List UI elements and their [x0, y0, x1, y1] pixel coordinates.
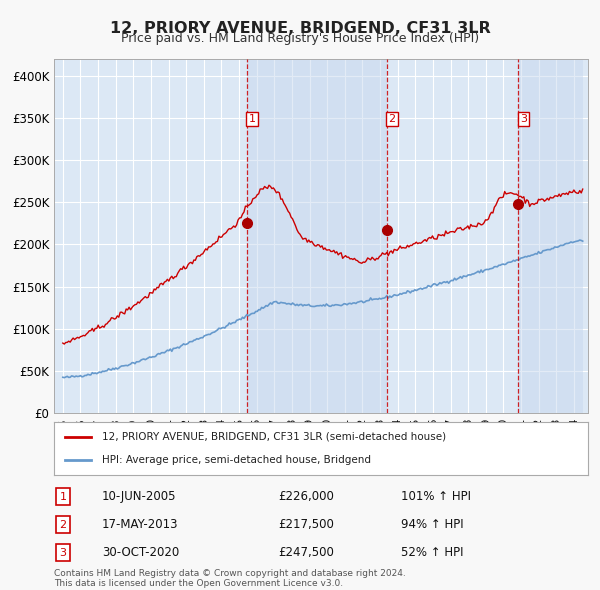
Bar — [518, 59, 583, 413]
Text: Price paid vs. HM Land Registry's House Price Index (HPI): Price paid vs. HM Land Registry's House … — [121, 32, 479, 45]
Text: 10-JUN-2005: 10-JUN-2005 — [102, 490, 176, 503]
Text: This data is licensed under the Open Government Licence v3.0.: This data is licensed under the Open Gov… — [54, 579, 343, 588]
Text: 2: 2 — [388, 114, 395, 124]
Text: £226,000: £226,000 — [278, 490, 334, 503]
Text: £247,500: £247,500 — [278, 546, 334, 559]
Text: 12, PRIORY AVENUE, BRIDGEND, CF31 3LR (semi-detached house): 12, PRIORY AVENUE, BRIDGEND, CF31 3LR (s… — [102, 432, 446, 442]
Text: 1: 1 — [59, 492, 67, 502]
Text: £217,500: £217,500 — [278, 518, 334, 531]
Text: 17-MAY-2013: 17-MAY-2013 — [102, 518, 179, 531]
Text: 2: 2 — [59, 520, 67, 530]
Text: 30-OCT-2020: 30-OCT-2020 — [102, 546, 179, 559]
Bar — [247, 59, 386, 413]
Text: 94% ↑ HPI: 94% ↑ HPI — [401, 518, 464, 531]
Text: 12, PRIORY AVENUE, BRIDGEND, CF31 3LR: 12, PRIORY AVENUE, BRIDGEND, CF31 3LR — [110, 21, 490, 35]
Text: 101% ↑ HPI: 101% ↑ HPI — [401, 490, 471, 503]
Text: 3: 3 — [59, 548, 67, 558]
Text: HPI: Average price, semi-detached house, Bridgend: HPI: Average price, semi-detached house,… — [102, 455, 371, 465]
Text: 1: 1 — [248, 114, 256, 124]
Text: 3: 3 — [520, 114, 527, 124]
Text: Contains HM Land Registry data © Crown copyright and database right 2024.: Contains HM Land Registry data © Crown c… — [54, 569, 406, 578]
Text: 52% ↑ HPI: 52% ↑ HPI — [401, 546, 464, 559]
